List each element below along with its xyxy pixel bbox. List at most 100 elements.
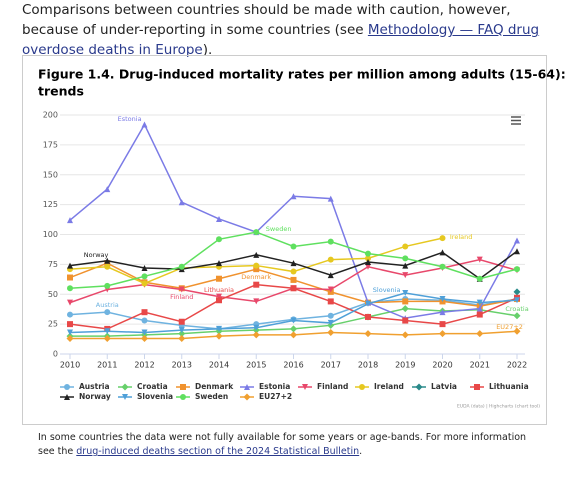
y-tick-label: 100 <box>43 230 58 239</box>
point <box>216 275 222 282</box>
legend-item[interactable]: Estonia <box>240 382 290 391</box>
x-tick-label: 2010 <box>60 361 80 370</box>
legend-label: EU27+2 <box>259 392 292 401</box>
x-tick-label: 2011 <box>97 361 117 370</box>
legend-item[interactable]: Sweden <box>176 392 228 401</box>
point <box>327 272 334 279</box>
point <box>67 262 73 269</box>
intro-link[interactable]: Methodology — FAQ drug overdose deaths i… <box>22 22 540 58</box>
intro-paragraph: Comparisons between countries should be … <box>22 0 552 60</box>
series-label: Slovenia <box>373 286 401 294</box>
point <box>141 334 148 342</box>
y-tick-label: 175 <box>43 140 58 149</box>
point <box>178 286 185 293</box>
point <box>290 243 297 250</box>
menu-icon[interactable] <box>511 116 521 125</box>
point <box>402 290 409 297</box>
point <box>327 195 334 202</box>
legend-item[interactable]: Slovenia <box>118 392 173 401</box>
legend-item[interactable]: Finland <box>298 382 348 391</box>
series-label: Croatia <box>505 305 528 313</box>
x-tick-label: 2017 <box>321 361 341 370</box>
point <box>402 317 409 324</box>
point <box>141 121 148 128</box>
x-tick-label: 2022 <box>507 361 527 370</box>
point <box>216 236 222 243</box>
legend-item[interactable]: EU27+2 <box>240 392 292 401</box>
x-tick-label: 2012 <box>134 361 154 370</box>
series <box>67 229 520 292</box>
point <box>67 299 73 306</box>
note-link[interactable]: drug-induced deaths section of the 2024 … <box>76 446 360 457</box>
point <box>67 321 73 328</box>
x-tick-label: 2016 <box>283 361 303 370</box>
x-tick-label: 2021 <box>470 361 490 370</box>
point <box>141 264 148 271</box>
x-tick-label: 2013 <box>172 361 192 370</box>
legend-label: Ireland <box>374 382 404 391</box>
point <box>215 332 223 340</box>
legend-item[interactable]: Austria <box>60 382 110 391</box>
point <box>178 327 185 334</box>
x-tick-label: 2020 <box>432 361 452 370</box>
legend-label: Finland <box>317 382 348 391</box>
point <box>141 280 148 287</box>
point <box>514 297 520 304</box>
legend-item[interactable]: Denmark <box>176 382 234 391</box>
point <box>327 256 334 263</box>
legend-marker <box>415 383 423 391</box>
y-tick-label: 75 <box>48 260 58 269</box>
point <box>402 298 409 305</box>
point <box>327 328 335 336</box>
series-label: Denmark <box>241 273 271 281</box>
point <box>365 313 371 320</box>
chart-title-line2: trends <box>38 84 84 99</box>
legend-label: Denmark <box>195 382 234 391</box>
legend-item[interactable]: Latvia <box>412 382 457 391</box>
note-end: . <box>359 446 363 457</box>
point <box>290 325 297 333</box>
legend-label: Norway <box>79 392 111 401</box>
point <box>178 334 186 342</box>
legend-marker <box>244 384 250 390</box>
point <box>365 300 371 307</box>
point <box>67 329 73 336</box>
point <box>439 330 446 338</box>
point <box>439 309 446 316</box>
series-label: Lithuania <box>204 286 234 294</box>
point <box>402 262 409 269</box>
series-label: Ireland <box>450 233 472 241</box>
point <box>514 237 520 244</box>
point <box>253 262 260 269</box>
legend-marker <box>474 384 480 390</box>
point <box>178 330 186 338</box>
legend-marker <box>302 384 308 390</box>
y-tick-label: 0 <box>53 350 58 359</box>
series <box>513 288 521 296</box>
note-paragraph: In some countries the data were not full… <box>38 431 538 459</box>
point <box>216 293 222 300</box>
series-label: Estonia <box>118 115 142 123</box>
point <box>290 260 297 267</box>
legend-item[interactable]: Croatia <box>118 382 168 391</box>
legend-item[interactable]: Lithuania <box>470 382 529 391</box>
point <box>365 250 371 257</box>
point <box>327 319 334 326</box>
point <box>103 334 111 342</box>
point <box>439 321 446 328</box>
legend-marker <box>122 394 128 400</box>
y-tick-label: 25 <box>48 320 58 329</box>
point <box>104 186 111 193</box>
y-tick-label: 125 <box>43 200 58 209</box>
point <box>365 255 371 262</box>
chart: Figure 1.4. Drug-induced mortality rates… <box>38 67 570 410</box>
intro-text: Comparisons between countries should be … <box>22 2 511 38</box>
point <box>476 330 484 338</box>
legend-item[interactable]: Ireland <box>355 382 404 391</box>
point <box>141 329 148 336</box>
point <box>216 325 222 332</box>
legend-item[interactable]: Norway <box>60 392 111 401</box>
point <box>216 215 222 222</box>
legend-label: Latvia <box>431 382 457 391</box>
